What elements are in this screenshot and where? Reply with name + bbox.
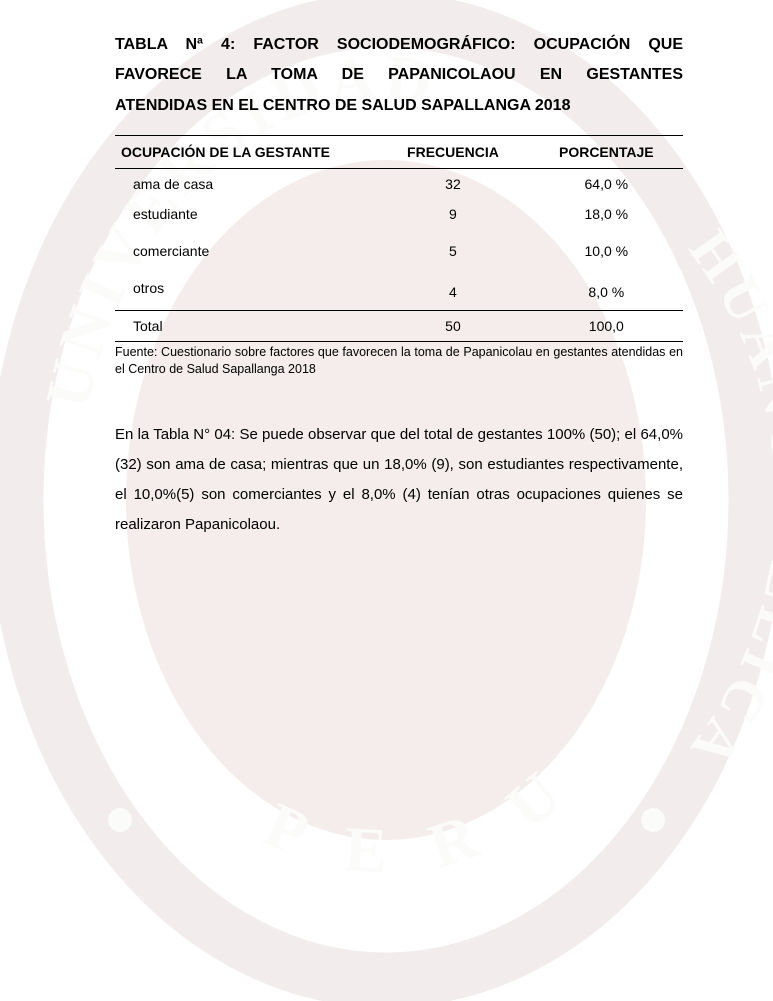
table-row: otros 4 8,0 % <box>115 273 683 311</box>
table-title: TABLA Nª 4: FACTOR SOCIODEMOGRÁFICO: OCU… <box>115 30 683 121</box>
cell-total-label: Total <box>115 311 376 342</box>
table-total-row: Total 50 100,0 <box>115 311 683 342</box>
cell-pct: 10,0 % <box>530 229 683 273</box>
cell-freq: 9 <box>376 199 529 229</box>
cell-freq: 4 <box>376 273 529 311</box>
table-row: estudiante 9 18,0 % <box>115 199 683 229</box>
cell-label: otros <box>115 273 376 311</box>
table-row: ama de casa 32 64,0 % <box>115 169 683 200</box>
body-paragraph: En la Tabla N° 04: Se puede observar que… <box>115 420 683 540</box>
col-header-ocupacion: OCUPACIÓN DE LA GESTANTE <box>115 136 376 169</box>
table-header-row: OCUPACIÓN DE LA GESTANTE FRECUENCIA PORC… <box>115 136 683 169</box>
title-line-1: TABLA Nª 4: FACTOR SOCIODEMOGRÁFICO: OCU… <box>115 36 683 53</box>
col-header-frecuencia: FRECUENCIA <box>376 136 529 169</box>
cell-label: estudiante <box>115 199 376 229</box>
table-row: comerciante 5 10,0 % <box>115 229 683 273</box>
cell-total-pct: 100,0 <box>530 311 683 342</box>
svg-text:P E R U: P E R U <box>255 747 587 888</box>
cell-label: comerciante <box>115 229 376 273</box>
col-header-porcentaje: PORCENTAJE <box>530 136 683 169</box>
cell-pct: 64,0 % <box>530 169 683 200</box>
cell-total-freq: 50 <box>376 311 529 342</box>
cell-freq: 32 <box>376 169 529 200</box>
cell-pct: 8,0 % <box>530 273 683 311</box>
title-line-2: FAVORECE LA TOMA DE PAPANICOLAOU EN GEST… <box>115 66 683 83</box>
table-source: Fuente: Cuestionario sobre factores que … <box>115 344 683 378</box>
cell-label: ama de casa <box>115 169 376 200</box>
title-line-3: ATENDIDAS EN EL CENTRO DE SALUD SAPALLAN… <box>115 91 683 121</box>
cell-freq: 5 <box>376 229 529 273</box>
data-table: OCUPACIÓN DE LA GESTANTE FRECUENCIA PORC… <box>115 135 683 342</box>
cell-pct: 18,0 % <box>530 199 683 229</box>
page-content: TABLA Nª 4: FACTOR SOCIODEMOGRÁFICO: OCU… <box>0 0 773 540</box>
